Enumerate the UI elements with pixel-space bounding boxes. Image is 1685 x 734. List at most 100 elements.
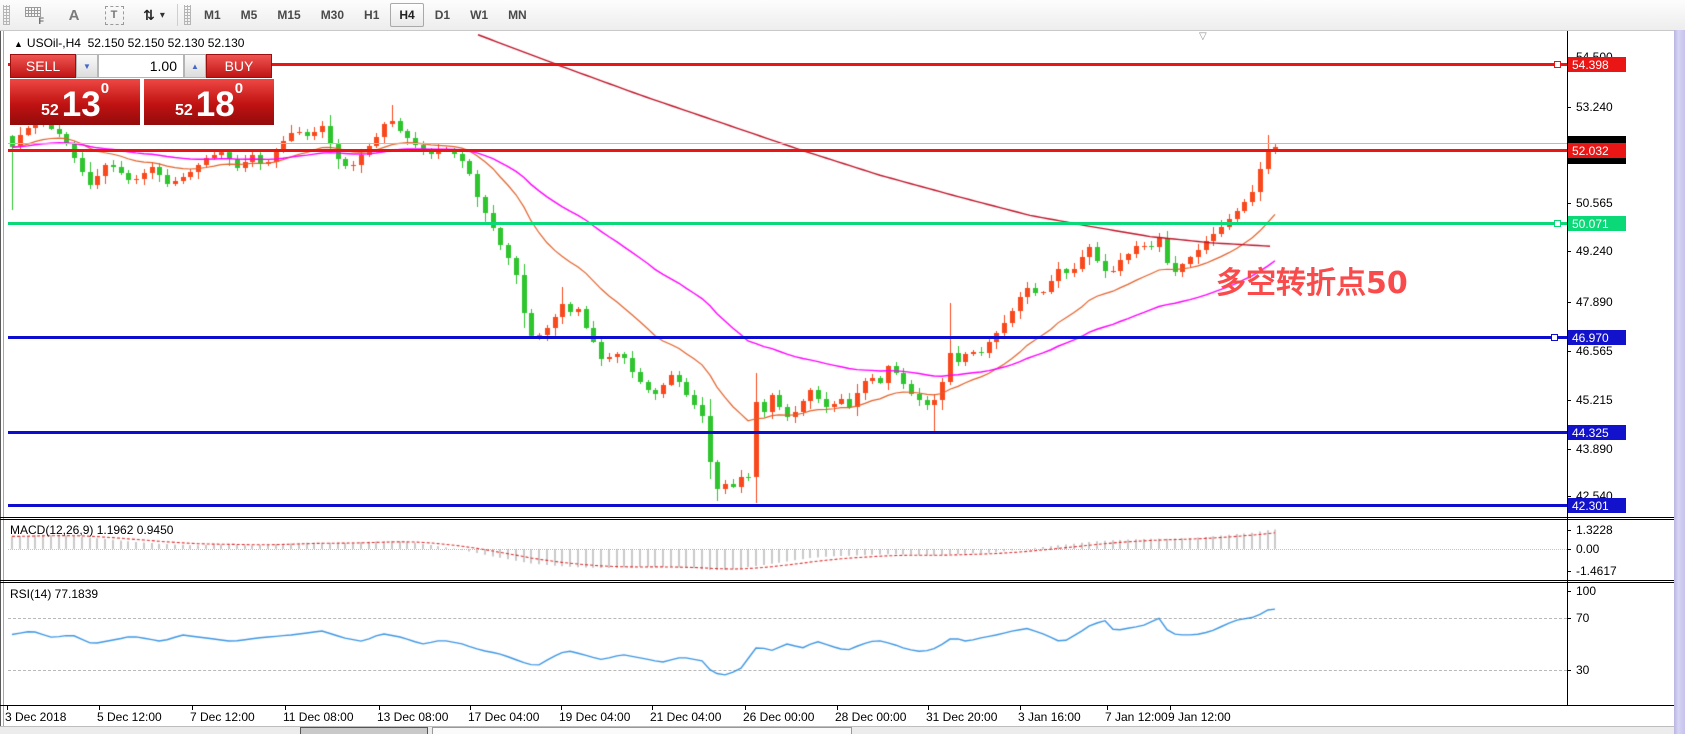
spin-up-icon: ▲ <box>191 61 199 71</box>
time-tick <box>99 706 100 710</box>
macd-rsi-separator2 <box>0 582 1674 583</box>
time-tick <box>285 706 286 710</box>
time-tick <box>1170 706 1171 710</box>
axis-tick <box>1567 302 1571 303</box>
buy-price-prefix: 52 <box>174 102 193 119</box>
axis-tick-label: 50.565 <box>1576 196 1613 210</box>
axis-tick-label: 1.3228 <box>1576 523 1613 537</box>
time-label: 17 Dec 04:00 <box>468 710 540 724</box>
price-axis-separator <box>1567 31 1568 706</box>
symbol-marker-icon: ▲ <box>14 39 23 49</box>
price-divider <box>140 79 144 125</box>
hline-46.970[interactable] <box>8 336 1567 339</box>
sell-button[interactable]: SELL <box>10 54 76 78</box>
volume-decrease-button[interactable]: ▼ <box>76 54 98 78</box>
axis-tick <box>1567 670 1571 671</box>
hline-52.130[interactable] <box>8 143 1567 144</box>
sell-price-display[interactable]: 52 13 0 <box>10 79 140 125</box>
buy-price-sup: 0 <box>234 80 244 97</box>
time-tick <box>192 706 193 710</box>
ohlc-values: 52.150 52.150 52.130 52.130 <box>87 36 245 50</box>
hline-42.301[interactable] <box>8 504 1567 507</box>
axis-tick <box>1567 251 1571 252</box>
time-label: 26 Dec 00:00 <box>743 710 815 724</box>
axis-tick <box>1567 591 1571 592</box>
axis-tick-label: 46.565 <box>1576 344 1613 358</box>
time-label: 13 Dec 08:00 <box>377 710 449 724</box>
axis-tick <box>1567 530 1571 531</box>
hline-50.071[interactable] <box>8 222 1567 225</box>
hline-54.398[interactable] <box>8 63 1567 66</box>
macd-label: MACD(12,26,9) 1.1962 0.9450 <box>10 523 174 537</box>
volume-input[interactable] <box>98 54 184 78</box>
bottom-tab-1[interactable] <box>432 727 852 734</box>
hline-52.032[interactable] <box>8 149 1567 152</box>
main-macd-separator[interactable] <box>0 517 1674 518</box>
spin-down-icon: ▼ <box>83 61 91 71</box>
hline-marker-50.071[interactable] <box>1554 220 1561 227</box>
rsi-label: RSI(14) 77.1839 <box>10 587 99 601</box>
hline-marker-54.398[interactable] <box>1554 61 1561 68</box>
sell-price-big: 13 <box>61 85 101 124</box>
axis-tick <box>1567 107 1571 108</box>
axis-tick <box>1567 496 1571 497</box>
time-tick <box>379 706 380 710</box>
axis-tick-label: 0.00 <box>1576 542 1600 556</box>
time-label: 3 Dec 2018 <box>5 710 67 724</box>
buy-price-big: 18 <box>195 85 235 124</box>
time-tick <box>470 706 471 710</box>
sell-price-sup: 0 <box>100 80 110 97</box>
axis-tick <box>1567 351 1571 352</box>
price-badge-54.398: 54.398 <box>1568 57 1626 72</box>
time-label: 21 Dec 04:00 <box>650 710 722 724</box>
time-tick <box>7 706 8 710</box>
chart-title: ▲ USOil-,H4 52.150 52.150 52.130 52.130 <box>14 36 244 50</box>
time-tick <box>561 706 562 710</box>
axis-tick-label: 53.240 <box>1576 100 1613 114</box>
symbol-name: USOil-,H4 <box>26 36 81 50</box>
axis-tick-label: 45.215 <box>1576 393 1613 407</box>
axis-tick <box>1567 400 1571 401</box>
time-label: 19 Dec 04:00 <box>559 710 631 724</box>
time-tick <box>928 706 929 710</box>
time-tick <box>1107 706 1108 710</box>
time-tick <box>837 706 838 710</box>
time-tick <box>1020 706 1021 710</box>
time-label: 7 Jan 12:00 <box>1105 710 1168 724</box>
time-axis-separator <box>0 705 1674 706</box>
axis-tick <box>1567 203 1571 204</box>
price-badge-46.970: 46.970 <box>1568 330 1626 345</box>
right-scrollbar[interactable] <box>1674 30 1685 734</box>
buy-price-display[interactable]: 52 18 0 <box>144 79 274 125</box>
price-badge-44.325: 44.325 <box>1568 425 1626 440</box>
time-label: 9 Jan 12:00 <box>1168 710 1231 724</box>
axis-tick <box>1567 549 1571 550</box>
time-label: 7 Dec 12:00 <box>190 710 255 724</box>
price-badge-50.071: 50.071 <box>1568 216 1626 231</box>
axis-tick-label: 100 <box>1576 584 1597 598</box>
main-macd-separator2 <box>0 519 1674 520</box>
macd-rsi-separator[interactable] <box>0 580 1674 581</box>
chart-annotation-text[interactable]: 多空转折点50 <box>1216 266 1408 301</box>
axis-tick-label: 49.240 <box>1576 244 1613 258</box>
time-label: 28 Dec 00:00 <box>835 710 907 724</box>
axis-tick-label: 47.890 <box>1576 295 1613 309</box>
time-tick <box>652 706 653 710</box>
axis-tick-label: 30 <box>1576 663 1590 677</box>
axis-tick <box>1567 449 1571 450</box>
time-tick <box>745 706 746 710</box>
time-label: 5 Dec 12:00 <box>97 710 162 724</box>
buy-button[interactable]: BUY <box>206 54 272 78</box>
bottom-tab-0[interactable] <box>300 727 428 734</box>
volume-increase-button[interactable]: ▲ <box>184 54 206 78</box>
time-label: 31 Dec 20:00 <box>926 710 998 724</box>
chart-shift-marker-icon[interactable]: ▽ <box>1199 31 1207 42</box>
axis-tick <box>1567 571 1571 572</box>
hline-44.325[interactable] <box>8 431 1567 434</box>
hline-marker-46.970[interactable] <box>1551 334 1558 341</box>
axis-tick-label: 43.890 <box>1576 442 1613 456</box>
axis-tick-label: -1.4617 <box>1576 564 1617 578</box>
price-badge-52.032: 52.032 <box>1568 143 1626 158</box>
